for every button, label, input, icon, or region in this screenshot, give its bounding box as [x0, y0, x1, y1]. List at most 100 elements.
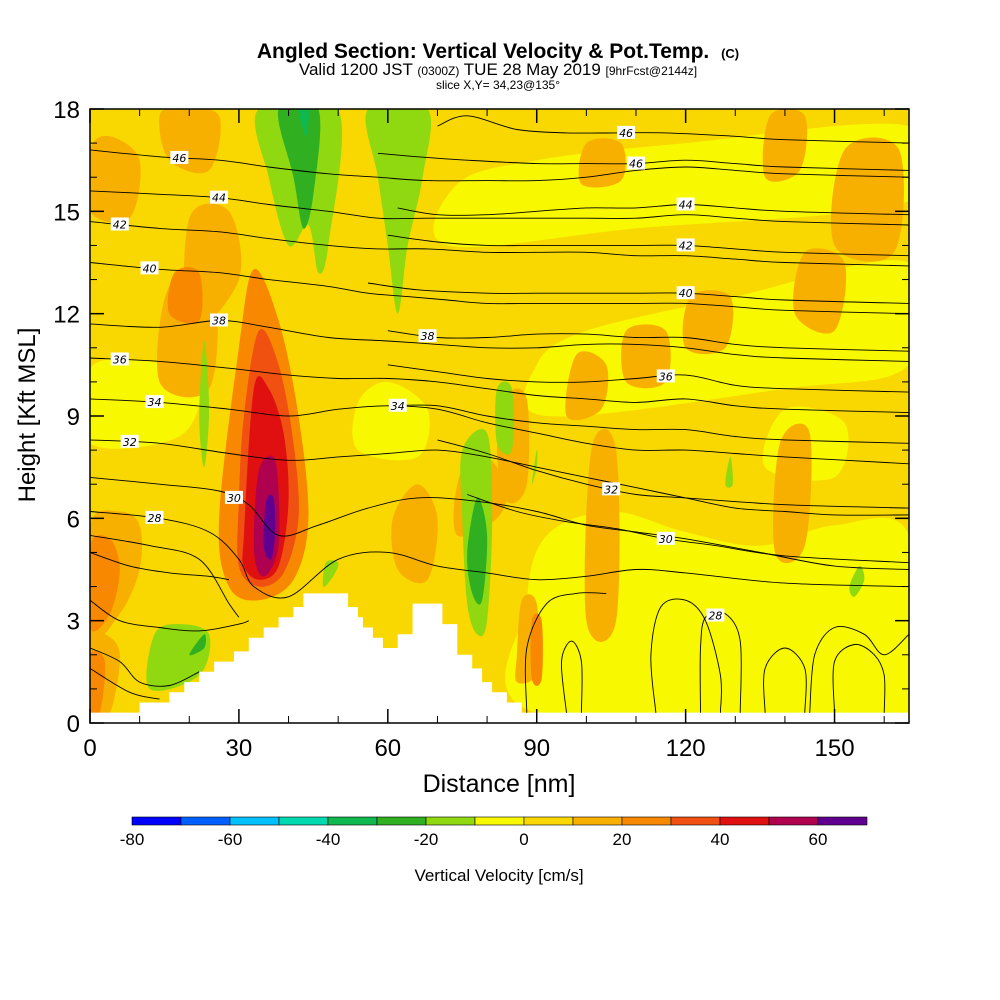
isotherm-line	[809, 626, 909, 713]
isotherm-label: 42	[113, 218, 127, 231]
isotherm-line	[387, 364, 909, 393]
isotherm-label: 34	[391, 400, 405, 413]
isotherm-label-bg	[602, 482, 621, 496]
subtitle-forecast: [9hrFcst@2144z]	[606, 64, 698, 78]
y-tick-label: 15	[53, 199, 80, 226]
colorbar-bin	[817, 816, 868, 826]
colorbar-tick-label: -40	[316, 830, 341, 849]
velocity-field	[90, 109, 909, 723]
y-tick-label: 6	[67, 506, 80, 533]
velocity-region	[565, 351, 609, 421]
velocity-region	[467, 497, 488, 605]
colorbar-bin	[327, 816, 378, 826]
isotherm-line	[377, 152, 909, 171]
isotherm-line	[90, 551, 230, 581]
velocity-region	[495, 381, 514, 455]
colorbar-bin	[131, 816, 182, 826]
y-tick-label: 9	[67, 404, 80, 431]
isotherm-label-bg	[656, 369, 675, 383]
isotherm-line	[387, 234, 909, 257]
isotherm-label: 44	[679, 199, 693, 212]
colorbar-bin	[376, 816, 427, 826]
y-axis-label: Height [Kft MSL]	[14, 328, 41, 503]
isotherm-line	[832, 643, 886, 713]
y-tick-labels: 0 3 6 9 12 15 18	[53, 97, 80, 738]
isotherm-line	[650, 598, 722, 713]
isotherm-line	[90, 668, 160, 700]
isotherm-label: 40	[679, 287, 693, 300]
isotherm-label-bg	[676, 286, 695, 300]
isotherm-label-bg	[656, 531, 675, 545]
isotherm-label: 46	[172, 152, 186, 165]
velocity-region	[298, 109, 309, 137]
isotherm-label-bg	[110, 352, 129, 366]
isotherm-line	[90, 534, 240, 618]
isotherm-label: 46	[619, 127, 633, 140]
isotherm-line	[561, 640, 583, 713]
colorbar-bin	[572, 816, 623, 826]
velocity-region	[352, 381, 430, 461]
colorbar	[131, 816, 868, 826]
isotherm-line	[367, 282, 909, 304]
isotherm-line	[90, 647, 200, 687]
isotherm-label: 30	[227, 492, 241, 505]
velocity-region	[90, 650, 106, 720]
velocity-region	[90, 535, 120, 632]
isotherm-line	[90, 320, 909, 362]
colorbar-tick-label: 0	[519, 830, 528, 849]
y-tick-label: 18	[53, 97, 80, 124]
isotherm-line	[467, 494, 909, 564]
isotherm-line	[90, 221, 909, 267]
subtitle-valid: Valid 1200 JST	[299, 60, 413, 79]
isotherm-label-bg	[706, 608, 725, 622]
isotherm-label-bg	[145, 395, 164, 409]
isotherm-lines	[90, 115, 909, 713]
velocity-region	[725, 456, 733, 488]
velocity-region	[263, 494, 276, 560]
velocity-region	[277, 109, 321, 229]
isotherm-labels: 28 30 30 32 32 34 34 36 36 38 38 40 40 42 42 44 44 46 46 46…	[110, 125, 725, 623]
velocity-region	[365, 109, 432, 314]
isotherm-label-bg	[627, 156, 645, 170]
isotherm-label-bg	[388, 398, 407, 412]
colorbar-tick-label: -60	[218, 830, 243, 849]
velocity-region	[793, 248, 847, 334]
isotherm-label: 40	[143, 262, 157, 275]
colorbar-tick-label: 40	[711, 830, 730, 849]
chart-title-suffix: (C)	[721, 46, 739, 61]
isotherm-label-bg	[224, 490, 243, 504]
y-tick-label: 0	[67, 711, 80, 738]
isotherm-line	[90, 190, 909, 226]
colorbar-bin	[180, 816, 231, 826]
isotherm-label: 32	[123, 436, 137, 449]
isotherm-label-bg	[617, 125, 636, 139]
velocity-region	[584, 428, 620, 642]
colorbar-bin	[670, 816, 721, 826]
axis-ticks	[89, 108, 909, 724]
isotherm-label: 36	[113, 353, 127, 366]
velocity-region	[90, 135, 141, 223]
isotherm-label: 34	[148, 396, 162, 409]
isotherm-line	[524, 592, 607, 713]
isotherm-label: 38	[421, 330, 435, 343]
colorbar-bin	[768, 816, 819, 826]
slice-label: slice X,Y= 34,23@135°	[436, 78, 560, 92]
isotherm-label: 30	[659, 533, 673, 546]
isotherm-label: 32	[604, 483, 618, 496]
x-tick-label: 30	[226, 735, 253, 762]
terrain	[90, 593, 909, 723]
isotherm-line	[90, 149, 909, 182]
isotherm-line	[387, 404, 909, 444]
isotherm-line	[90, 357, 909, 414]
isotherm-label-bg	[210, 190, 229, 204]
isotherm-label-bg	[140, 261, 159, 275]
x-axis-label: Distance [nm]	[423, 770, 576, 798]
isotherm-label: 44	[212, 192, 226, 205]
isotherm-line	[397, 204, 909, 216]
y-tick-label: 12	[53, 302, 80, 329]
colorbar-bin	[474, 816, 525, 826]
x-tick-label: 0	[83, 735, 96, 762]
terrain-mask	[90, 593, 909, 723]
